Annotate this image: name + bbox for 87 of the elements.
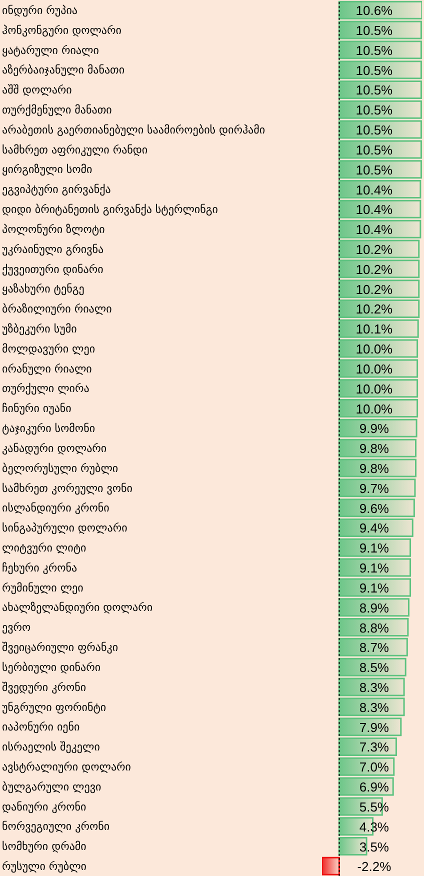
y-tick-label: უზბეკური სუმი [2, 322, 78, 336]
data-label: 10.2% [356, 242, 394, 257]
data-label: 10.5% [356, 82, 394, 98]
y-tick-label: სამხრეთ კორეული ვონი [2, 482, 133, 495]
data-label: 8.7% [359, 640, 390, 656]
y-tick-label: ევრო [2, 621, 31, 634]
data-label: 10.1% [356, 322, 394, 337]
y-tick-label: სერბიული დინარი [2, 660, 101, 674]
data-label: 5.5% [359, 799, 390, 814]
y-tick-label: კანადური დოლარი [2, 442, 107, 455]
y-tick-label: ახალზელანდიური დოლარი [2, 601, 153, 614]
data-label: 6.9% [359, 780, 390, 795]
data-label: 8.5% [359, 660, 390, 676]
y-tick-label: აზერბაიჯანული მანათი [2, 64, 125, 77]
data-label: 10.0% [356, 361, 394, 376]
data-label: 7.9% [359, 720, 390, 735]
data-label: 8.9% [359, 600, 390, 616]
data-label: 9.4% [359, 520, 390, 536]
y-tick-label: თურქმენული მანათი [2, 104, 112, 116]
y-tick-label: ისრაელის შეკელი [2, 740, 100, 754]
data-label: 10.2% [356, 302, 394, 317]
data-label: 9.1% [359, 540, 390, 556]
y-tick-label: სინგაპურული დოლარი [2, 522, 128, 535]
data-label: 10.0% [356, 342, 394, 357]
data-label: 9.9% [359, 421, 390, 436]
y-tick-label: დიდი ბრიტანეთის გირვანქა სტერლინგი [2, 203, 218, 216]
data-label: 9.8% [359, 441, 390, 456]
data-label: 8.8% [359, 620, 390, 636]
data-label: 10.6% [356, 3, 394, 18]
y-tick-label: ჩინური იუანი [2, 402, 72, 416]
data-label: 9.6% [359, 500, 390, 516]
data-label: 10.5% [356, 122, 394, 138]
y-tick-label: ყირგიზული სომი [2, 163, 93, 176]
data-label: 10.2% [356, 262, 394, 277]
y-tick-label: ყატარული რიალი [2, 44, 100, 57]
y-tick-label: ბრაზილიური რიალი [2, 302, 112, 316]
y-tick-label: შვედური კრონი [2, 680, 86, 694]
y-tick-label: ქუვეითური დინარი [2, 262, 104, 276]
y-tick-label: ისლანდიური კრონი [2, 502, 110, 515]
y-tick-label: უნგრული ფორინტი [2, 700, 106, 714]
data-label: 10.2% [356, 282, 394, 297]
y-tick-label: რუმინული ლეი [2, 581, 84, 594]
data-label: 10.5% [356, 102, 394, 118]
data-label: 9.1% [359, 560, 390, 576]
y-tick-label: მოლდავური ლეი [2, 342, 96, 356]
y-tick-label: ეგვიპტური გირვანქა [2, 183, 112, 196]
y-tick-label: აშშ დოლარი [2, 84, 72, 97]
bar [322, 856, 340, 876]
data-label: 10.5% [356, 162, 394, 178]
y-tick-label: თურქული ლირა [2, 382, 90, 396]
y-tick-label: ირანული რიალი [2, 362, 92, 376]
y-tick-label: ჩეხური კრონა [2, 561, 78, 574]
y-tick-label: სომხური დრამი [2, 840, 87, 854]
y-tick-label: ინდური რუპია [2, 4, 78, 17]
data-label: 10.5% [356, 42, 394, 58]
data-label: 9.7% [359, 480, 390, 496]
y-tick-label: არაბეთის გაერთიანებული საამიროების დირჰამი [2, 123, 266, 136]
y-tick-label: უკრაინული გრივნა [2, 242, 104, 256]
y-tick-label: ჰონკონგური დოლარი [2, 24, 122, 37]
data-label: 8.3% [359, 680, 390, 695]
data-label: 10.4% [356, 202, 394, 218]
y-tick-label: სამხრეთ აფრიკული რანდი [2, 143, 148, 156]
data-label: 10.5% [356, 142, 394, 158]
data-label: -2.2% [357, 859, 392, 874]
data-label: 9.1% [359, 580, 390, 596]
data-label: 10.4% [356, 182, 394, 198]
y-tick-label: ავსტრალიური დოლარი [2, 760, 132, 774]
y-tick-label: რუსული რუბლი [2, 860, 87, 874]
y-tick-label: ბულგარული ლევი [2, 780, 102, 794]
y-tick-label: ტაჯიკური სომონი [2, 422, 96, 436]
data-label: 9.8% [359, 461, 390, 476]
y-tick-label: პოლონური ზლოტი [2, 222, 106, 236]
data-label: 10.0% [356, 381, 394, 396]
y-tick-label: ბელორუსული რუბლი [2, 462, 118, 475]
y-tick-label: დანიური კრონი [2, 800, 86, 814]
data-label: 7.0% [359, 760, 390, 775]
y-tick-label: ლიტვური ლიტი [2, 542, 87, 554]
data-label: 7.3% [359, 740, 390, 755]
y-tick-label: იაპონური იენი [2, 720, 80, 734]
data-label: 10.0% [356, 401, 394, 416]
data-label: 10.4% [356, 222, 394, 238]
data-label: 8.3% [359, 700, 390, 715]
data-label: 10.5% [356, 23, 394, 38]
y-tick-label: შვეიცარიული ფრანკი [2, 641, 118, 654]
data-label: 10.5% [356, 62, 394, 78]
y-tick-label: ყაზახური ტენგე [2, 282, 84, 296]
y-tick-label: ნორვეგიული კრონი [2, 820, 110, 834]
